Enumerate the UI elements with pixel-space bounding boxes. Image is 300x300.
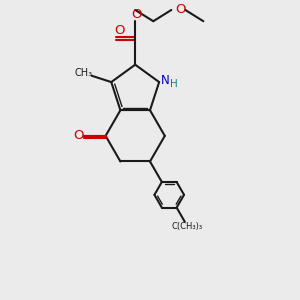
Text: CH₃: CH₃ xyxy=(75,68,93,78)
Text: O: O xyxy=(131,8,142,21)
Text: O: O xyxy=(114,24,125,37)
Text: H: H xyxy=(170,79,178,88)
Text: O: O xyxy=(176,3,186,16)
Text: O: O xyxy=(74,129,84,142)
Text: C(CH₃)₃: C(CH₃)₃ xyxy=(172,222,203,231)
Text: N: N xyxy=(160,74,169,87)
